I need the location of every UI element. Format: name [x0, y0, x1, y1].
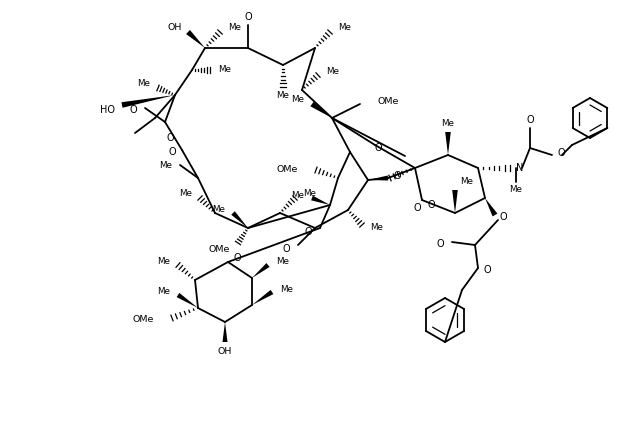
Text: O: O — [166, 133, 174, 143]
Text: OMe: OMe — [133, 316, 154, 324]
Text: O: O — [244, 12, 252, 22]
Text: Me: Me — [370, 223, 383, 232]
Text: OH: OH — [218, 346, 232, 355]
Text: Me: Me — [218, 65, 231, 74]
Polygon shape — [368, 175, 388, 181]
Text: Me: Me — [303, 190, 316, 198]
Text: Me: Me — [338, 23, 351, 32]
Polygon shape — [310, 102, 332, 118]
Text: O: O — [413, 203, 421, 213]
Polygon shape — [485, 198, 498, 216]
Text: Me: Me — [460, 178, 473, 187]
Text: O: O — [557, 148, 565, 158]
Text: O: O — [500, 212, 508, 222]
Text: Me: Me — [291, 96, 304, 104]
Text: OH: OH — [168, 23, 182, 32]
Text: Me: Me — [157, 256, 170, 265]
Text: Me: Me — [280, 285, 293, 294]
Polygon shape — [252, 263, 270, 278]
Text: Me: Me — [159, 161, 172, 169]
Text: N: N — [516, 163, 523, 173]
Text: O: O — [130, 105, 137, 115]
Text: O: O — [526, 115, 534, 125]
Text: Me: Me — [291, 191, 304, 200]
Polygon shape — [231, 211, 248, 228]
Polygon shape — [121, 95, 175, 108]
Polygon shape — [222, 322, 227, 342]
Text: OMe: OMe — [208, 245, 230, 253]
Text: O: O — [304, 227, 312, 237]
Text: Me: Me — [276, 256, 289, 265]
Text: Me: Me — [228, 23, 241, 32]
Text: Me: Me — [510, 185, 523, 194]
Text: Me: Me — [157, 287, 170, 295]
Text: Me: Me — [179, 190, 192, 198]
Polygon shape — [445, 132, 451, 155]
Text: HO: HO — [100, 105, 115, 115]
Text: O: O — [374, 143, 382, 153]
Text: Me: Me — [137, 80, 150, 88]
Text: Me: Me — [441, 120, 454, 129]
Text: OMe: OMe — [378, 97, 399, 107]
Polygon shape — [177, 293, 198, 308]
Text: O: O — [427, 200, 434, 210]
Polygon shape — [252, 290, 274, 305]
Text: Me: Me — [326, 67, 339, 75]
Text: Me: Me — [212, 204, 225, 213]
Text: OMe: OMe — [277, 165, 298, 174]
Text: O: O — [436, 239, 444, 249]
Polygon shape — [452, 190, 458, 213]
Text: Me: Me — [277, 90, 289, 100]
Text: O: O — [168, 147, 176, 157]
Text: O: O — [233, 253, 240, 263]
Polygon shape — [311, 196, 330, 205]
Text: O: O — [282, 244, 290, 254]
Text: O: O — [394, 171, 402, 181]
Text: O: O — [484, 265, 491, 275]
Polygon shape — [186, 30, 205, 48]
